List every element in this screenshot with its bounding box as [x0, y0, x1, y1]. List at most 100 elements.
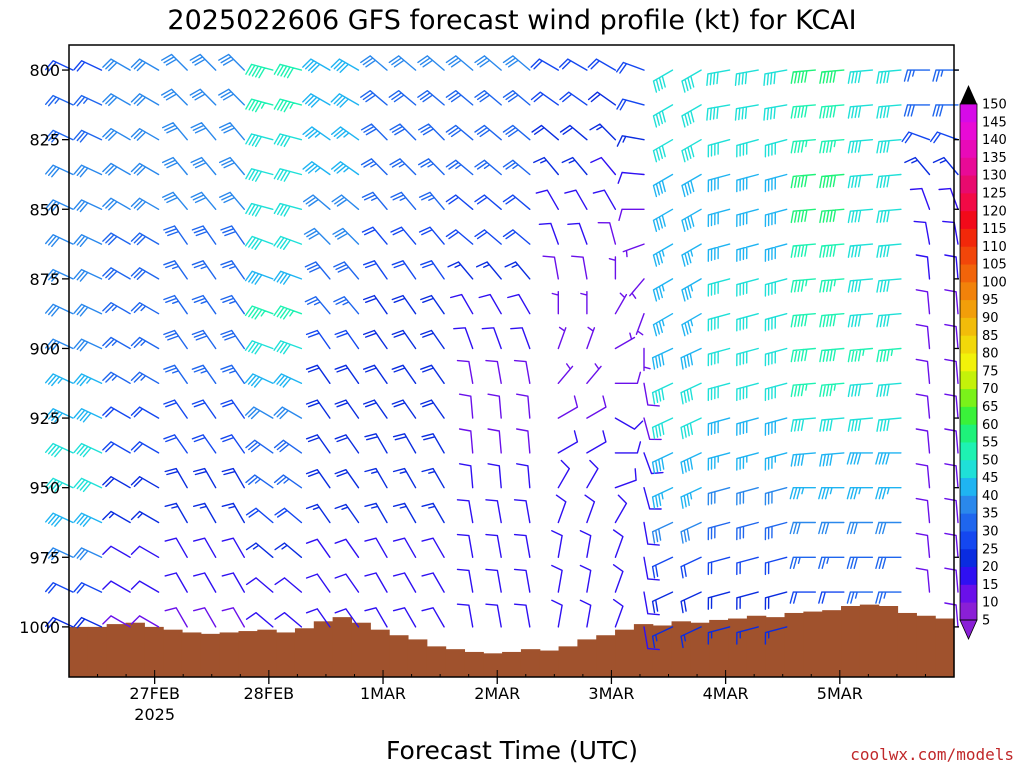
- wind-barb: [73, 512, 103, 527]
- wind-barb: [587, 58, 617, 71]
- wind-barb: [789, 591, 816, 604]
- wind-barb: [331, 194, 360, 210]
- wind-barb: [635, 313, 645, 336]
- wind-barb: [764, 417, 788, 436]
- wind-barb: [681, 69, 702, 93]
- wind-barb: [190, 191, 217, 210]
- wind-barb: [531, 124, 559, 141]
- colorbar-segment: [960, 335, 977, 354]
- wind-barb: [502, 159, 531, 176]
- wind-barb: [764, 487, 788, 506]
- wind-barb: [876, 69, 902, 84]
- wind-barb: [102, 162, 131, 176]
- wind-barb: [244, 305, 274, 320]
- wind-barb: [876, 104, 902, 119]
- wind-barb: [163, 260, 188, 280]
- terrain-layer: [69, 604, 955, 677]
- wind-barb: [245, 133, 274, 148]
- wind-barb: [102, 371, 131, 384]
- colorbar-label: 10: [982, 596, 999, 611]
- wind-barb: [190, 122, 217, 141]
- wind-barb: [420, 294, 445, 315]
- wind-barb: [764, 556, 788, 576]
- wind-barb: [420, 364, 445, 384]
- wind-barb: [681, 208, 702, 232]
- colorbar-label: 25: [982, 542, 999, 557]
- wind-barb: [445, 90, 474, 106]
- wind-barb: [244, 373, 274, 388]
- x-tick-label: 28FEB: [244, 684, 295, 703]
- terrain-column: [596, 635, 616, 677]
- wind-barb: [530, 91, 559, 106]
- wind-barb: [245, 612, 274, 628]
- wind-barb: [418, 191, 445, 210]
- wind-barb: [456, 603, 474, 628]
- colorbar-label: 150: [982, 98, 1007, 113]
- wind-barb: [334, 573, 360, 593]
- wind-barb: [360, 123, 388, 141]
- wind-barb: [218, 53, 245, 71]
- terrain-column: [539, 650, 560, 677]
- wind-barb: [915, 463, 931, 489]
- wind-barb: [130, 127, 160, 141]
- wind-barb: [273, 235, 303, 250]
- colorbar-segment: [960, 584, 977, 603]
- terrain-column: [144, 626, 164, 677]
- wind-barb: [938, 187, 959, 210]
- wind-barb: [790, 347, 816, 363]
- wind-barb: [392, 433, 417, 454]
- wind-barb: [130, 302, 160, 315]
- wind-barb: [876, 243, 902, 258]
- wind-barb: [334, 434, 360, 454]
- wind-barb: [474, 90, 502, 106]
- wind-barb: [932, 156, 959, 176]
- wind-barb: [764, 521, 788, 541]
- wind-barb: [913, 220, 931, 245]
- wind-barb: [846, 487, 874, 500]
- terrain-column: [370, 629, 390, 677]
- wind-barb: [790, 417, 816, 432]
- wind-barb: [476, 261, 502, 280]
- wind-barb: [305, 434, 331, 454]
- wind-barb: [587, 91, 617, 106]
- wind-barb: [45, 164, 74, 178]
- wind-barb: [304, 296, 331, 315]
- wind-barb: [392, 502, 417, 524]
- wind-barb: [819, 313, 845, 328]
- wind-barb: [221, 467, 245, 489]
- wind-barb: [819, 278, 845, 293]
- wind-barb: [391, 399, 417, 419]
- wind-barb: [790, 173, 816, 189]
- wind-barb: [516, 428, 531, 454]
- wind-barb: [304, 261, 331, 280]
- wind-barb: [163, 225, 188, 245]
- wind-barb: [764, 626, 788, 645]
- colorbar-label: 75: [982, 364, 999, 379]
- wind-barb: [502, 55, 531, 71]
- colorbar-segment: [960, 121, 977, 140]
- wind-barb: [612, 564, 624, 593]
- wind-barb: [651, 417, 674, 440]
- wind-barb: [73, 442, 103, 458]
- colorbar-label: 15: [982, 578, 999, 593]
- wind-barb: [391, 260, 417, 280]
- wind-barb: [102, 615, 131, 628]
- terrain-column: [746, 615, 767, 677]
- wind-barb: [681, 243, 702, 267]
- wind-barb: [303, 227, 331, 245]
- wind-barb: [193, 502, 217, 524]
- wind-barb: [616, 61, 645, 74]
- wind-barb: [876, 208, 902, 224]
- wind-barb: [474, 229, 502, 245]
- wind-barb: [221, 537, 245, 558]
- colorbar-label: 45: [982, 471, 999, 486]
- colorbar-label: 40: [982, 489, 999, 504]
- wind-barb: [818, 591, 845, 604]
- wind-barb: [485, 533, 502, 558]
- wind-barb: [614, 292, 628, 315]
- wind-barb: [516, 393, 531, 419]
- colorbar-label: 50: [982, 453, 999, 468]
- wind-barb: [334, 469, 360, 489]
- terrain-column: [897, 612, 917, 677]
